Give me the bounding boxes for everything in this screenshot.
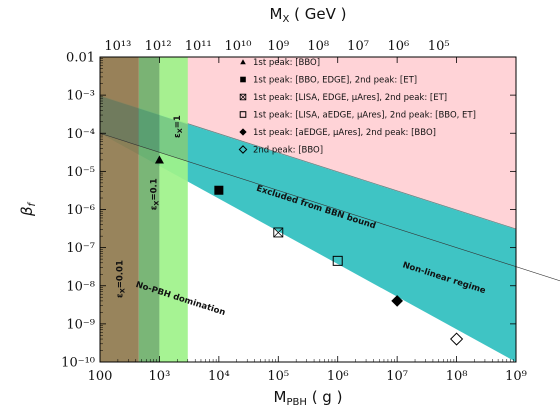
top-tick-label: 10⁷ bbox=[347, 39, 369, 54]
x-tick-label: 10⁴ bbox=[208, 369, 230, 384]
x-tick-label: 10⁵ bbox=[267, 369, 289, 384]
x-tick-label: 10⁸ bbox=[446, 369, 468, 384]
legend-marker-2 bbox=[240, 76, 246, 83]
top-tick-label: 10¹³ bbox=[104, 39, 131, 54]
x-tick-label: 10⁷ bbox=[386, 369, 408, 384]
y-tick-label: 0.01 bbox=[66, 51, 95, 66]
data-point-5-diamond-filled bbox=[391, 295, 403, 307]
y-tick-label: 10⁻⁸ bbox=[66, 279, 95, 294]
y-tick-label: 10⁻³ bbox=[66, 89, 95, 104]
legend-marker-6 bbox=[238, 145, 248, 154]
y-axis-title: βf bbox=[18, 201, 38, 217]
top-tick-label: 10⁶ bbox=[388, 39, 410, 54]
data-point-6-diamond-open bbox=[450, 332, 464, 346]
top-tick-label: 10⁵ bbox=[428, 39, 450, 54]
top-tick-label: 10¹⁰ bbox=[225, 39, 252, 54]
y-tick-label: 10⁻⁷ bbox=[66, 241, 95, 256]
plot-area bbox=[99, 57, 560, 362]
x-tick-label: 10⁶ bbox=[327, 369, 349, 384]
epsilon-band-label-1: εX=0.01 bbox=[116, 260, 127, 298]
x-tick-label: 10⁹ bbox=[505, 369, 527, 384]
top-axis-title: MX ( GeV ) bbox=[270, 5, 347, 25]
no-pbh-boundary bbox=[99, 132, 560, 282]
y-tick-label: 10⁻⁹ bbox=[66, 317, 95, 332]
y-tick-label: 10⁻⁴ bbox=[66, 127, 95, 142]
band-overlay bbox=[100, 96, 188, 162]
legend-marker-5 bbox=[239, 128, 247, 136]
top-tick-label: 10¹² bbox=[145, 39, 172, 54]
epsilon-band-3 bbox=[159, 57, 188, 362]
y-tick-label: 10⁻¹⁰ bbox=[61, 356, 95, 371]
legend-entry-3: 1st peak: [LISA, EDGE, μAres], 2nd peak:… bbox=[253, 93, 447, 103]
x-tick-label: 100 bbox=[88, 369, 113, 384]
legend-marker-1 bbox=[240, 59, 246, 65]
top-tick-label: 10¹¹ bbox=[185, 39, 212, 54]
epsilon-band-label-2: εX=0.1 bbox=[150, 178, 161, 210]
epsilon-band-1 bbox=[100, 57, 139, 362]
legend-entry-4: 1st peak: [LISA, aEDGE, μAres], 2nd peak… bbox=[253, 111, 476, 121]
x-axis-title: MPBH ( g ) bbox=[274, 388, 343, 408]
allowed-region bbox=[100, 96, 516, 362]
bbn-excluded-region bbox=[100, 57, 516, 229]
top-tick-label: 10⁹ bbox=[267, 39, 289, 54]
y-tick-label: 10⁻⁶ bbox=[66, 203, 95, 218]
data-points bbox=[154, 155, 464, 346]
epsilon-band-2 bbox=[138, 57, 160, 362]
legend-entry-1: 1st peak: [BBO] bbox=[253, 58, 320, 68]
data-point-2-square-filled bbox=[214, 185, 224, 195]
top-tick-label: 10⁸ bbox=[307, 39, 329, 54]
legend-entry-6: 2nd peak: [BBO] bbox=[253, 146, 323, 156]
nonlinear-region bbox=[177, 119, 517, 230]
epsilon-band-label-3: εX=1 bbox=[173, 115, 184, 138]
x-tick-label: 10³ bbox=[149, 369, 171, 384]
legend-marker-3 bbox=[239, 93, 247, 101]
data-point-3-square-crossed bbox=[273, 227, 284, 238]
legend-entry-2: 1st peak: [BBO, EDGE], 2nd peak: [ET] bbox=[253, 76, 417, 86]
axes: 100 10³ 10⁴ 10⁵ 10⁶ 10⁷ 10⁸ 10⁹ 10⁻¹⁰ 10⁻⁹ 10⁻⁸ 10⁻… bbox=[18, 5, 527, 408]
data-point-4-square-open bbox=[332, 255, 343, 266]
y-tick-label: 10⁻⁵ bbox=[66, 165, 95, 180]
data-point-1-triangle bbox=[154, 155, 164, 164]
legend-marker-4 bbox=[239, 111, 247, 118]
legend-entry-5: 1st peak: [aEDGE, μAres], 2nd peak: [BBO… bbox=[253, 128, 436, 138]
legend: 1st peak: [BBO] 1st peak: [BBO, EDGE], 2n… bbox=[238, 58, 476, 156]
